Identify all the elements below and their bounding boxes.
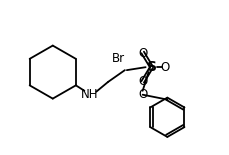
Text: S: S <box>147 60 157 74</box>
Text: Br: Br <box>111 52 125 65</box>
Text: NH: NH <box>81 88 98 101</box>
Text: O: O <box>138 88 147 101</box>
Text: O: O <box>138 75 147 88</box>
Text: O: O <box>138 47 147 60</box>
Text: O: O <box>161 61 170 74</box>
